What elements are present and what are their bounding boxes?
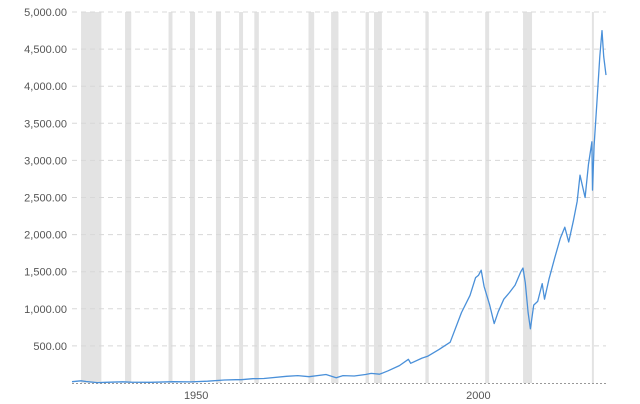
y-tick-label: 2,500.00 xyxy=(24,193,67,205)
y-tick-label: 5,000.00 xyxy=(24,7,67,19)
y-tick-label: 1,000.00 xyxy=(24,304,67,316)
x-tick-labels: 1950 2000 xyxy=(184,390,491,402)
grid-lines xyxy=(72,11,606,347)
y-tick-label: 2,000.00 xyxy=(24,230,67,242)
y-tick-label: 3,500.00 xyxy=(24,118,67,130)
y-tick-label: 4,500.00 xyxy=(24,44,67,56)
recession-band-5 xyxy=(239,12,244,383)
recession-band-14 xyxy=(591,12,594,383)
y-tick-labels: 500.00 1,000.00 1,500.00 2,000.00 2,500.00 3,… xyxy=(24,7,67,353)
y-tick-label: 500.00 xyxy=(33,341,67,353)
recession-band-7 xyxy=(308,12,315,383)
recession-band-2 xyxy=(168,12,173,383)
recession-band-10 xyxy=(373,12,382,383)
x-tick-label: 1950 xyxy=(184,390,208,402)
y-tick-label: 4,000.00 xyxy=(24,81,67,93)
x-tick-label: 2000 xyxy=(466,390,490,402)
y-tick-label: 1,500.00 xyxy=(24,267,67,279)
y-tick-label: 3,000.00 xyxy=(24,155,67,167)
series-line xyxy=(71,29,607,384)
recession-band-9 xyxy=(365,12,369,383)
recession-band-13 xyxy=(523,12,533,383)
